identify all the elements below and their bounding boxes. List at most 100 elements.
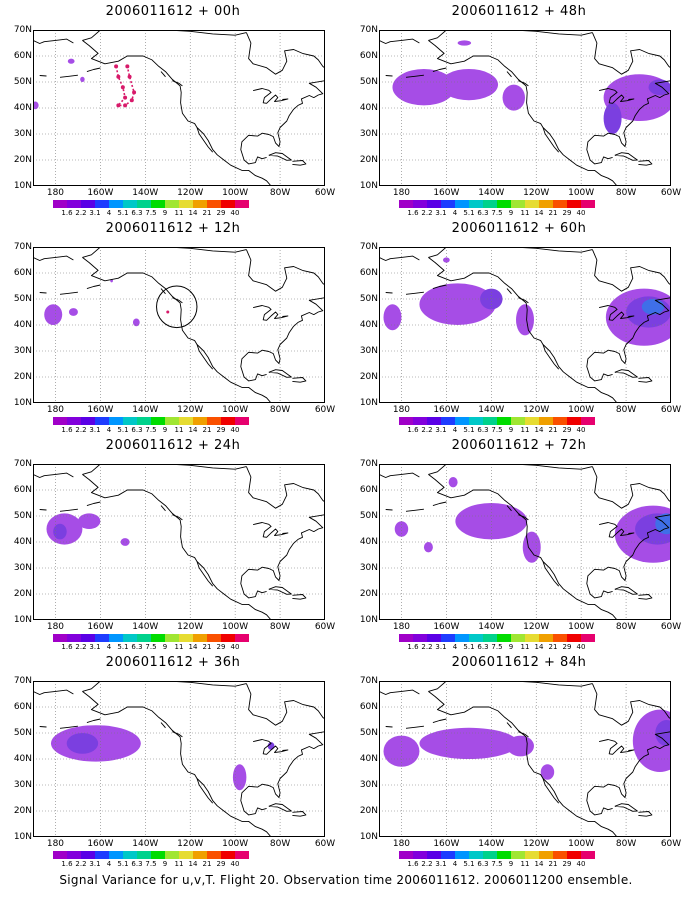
coastline: [598, 305, 635, 321]
forecast-panel: 2006011612 + 36h 70N 60N 50N 40N 30N 20N 10N 180…: [0, 651, 346, 868]
lon-tick-label: 140W: [132, 188, 159, 198]
colorbar-label: 1.6: [61, 209, 73, 217]
colorbar-label: 2.2: [421, 643, 433, 651]
coastline: [172, 514, 183, 521]
colorbar-swatch: [151, 634, 165, 642]
colorbar-label: 7.5: [145, 209, 157, 217]
colorbar-label: 40: [230, 860, 240, 868]
colorbar-label: 2.2: [75, 426, 87, 434]
colorbar-swatch: [165, 200, 179, 208]
coastline: [160, 505, 166, 512]
colorbar-swatch: [109, 200, 123, 208]
colorbar-swatch: [81, 851, 95, 859]
colorbar-label: 6.3: [477, 426, 489, 434]
lat-tick-label: 30N: [13, 129, 32, 139]
coastline: [172, 80, 183, 87]
lat-tick-label: 20N: [13, 589, 32, 599]
colorbar-swatch: [427, 851, 441, 859]
observation-dot: [166, 310, 170, 314]
colorbar-swatch: [497, 200, 511, 208]
lon-tick-label: 60W: [314, 188, 336, 198]
colorbar-label: 5.1: [463, 209, 475, 217]
coastline: [405, 74, 424, 78]
lon-tick-label: 100W: [568, 188, 595, 198]
lon-tick-label: 160W: [87, 188, 114, 198]
variance-region: [392, 69, 456, 106]
lon-tick-label: 160W: [87, 622, 114, 632]
colorbar-swatch: [455, 851, 469, 859]
lat-tick-label: 30N: [359, 346, 378, 356]
lon-tick-label: 180: [46, 839, 65, 849]
lon-tick-label: 180: [46, 188, 65, 198]
coastline: [506, 288, 512, 295]
coastline: [268, 369, 292, 378]
variance-region: [44, 304, 63, 325]
colorbar-label: 6.3: [131, 860, 143, 868]
colorbar-label: 9: [162, 643, 168, 651]
variance-region: [439, 69, 499, 101]
colorbar: [399, 851, 595, 859]
lat-tick-label: 10N: [13, 181, 32, 191]
coastline: [598, 739, 635, 755]
colorbar-label: 14: [534, 426, 544, 434]
lat-tick-label: 70N: [359, 242, 378, 252]
coastline: [518, 514, 529, 521]
colorbar-swatch: [413, 851, 427, 859]
lon-tick-label: 80W: [269, 622, 291, 632]
colorbar-swatch: [399, 417, 413, 425]
coastline: [196, 344, 214, 370]
colorbar-label: 6.3: [477, 643, 489, 651]
colorbar-swatch: [193, 634, 207, 642]
colorbar-label: 14: [534, 643, 544, 651]
colorbar-swatch: [399, 200, 413, 208]
coastline: [59, 725, 78, 729]
colorbar-swatch: [193, 200, 207, 208]
lat-tick-label: 10N: [13, 398, 32, 408]
colorbar-label: 6.3: [477, 860, 489, 868]
colorbar-swatch: [399, 851, 413, 859]
colorbar-label: 29: [216, 426, 226, 434]
colorbar-label: 7.5: [145, 643, 157, 651]
colorbar-swatch: [193, 417, 207, 425]
forecast-panel: 2006011612 + 48h 70N 60N 50N 40N 30N 20N 10N 180…: [346, 0, 692, 217]
coastline: [379, 255, 420, 261]
coastline: [240, 269, 325, 382]
coastline: [518, 731, 529, 738]
colorbar-label: 29: [216, 643, 226, 651]
coastline: [385, 509, 393, 511]
lat-tick-label: 10N: [359, 832, 378, 842]
panel-title: 2006011612 + 84h: [451, 655, 587, 670]
panel-title: 2006011612 + 72h: [451, 438, 587, 453]
coastline: [252, 522, 289, 538]
variance-region: [383, 304, 402, 331]
variance-region: [540, 764, 555, 780]
colorbar-label: 1.6: [407, 643, 419, 651]
lon-tick-label: 80W: [615, 839, 637, 849]
map-plot: [33, 464, 325, 620]
coastline: [86, 284, 101, 290]
coastline: [428, 30, 593, 41]
variance-region: [502, 84, 525, 111]
colorbar-label: 11: [520, 860, 530, 868]
colorbar-swatch: [123, 851, 137, 859]
forecast-panel: 2006011612 + 12h 70N 60N 50N 40N 30N 20N 10N 180…: [0, 217, 346, 434]
variance-region: [68, 308, 78, 316]
lon-tick-label: 140W: [478, 839, 505, 849]
colorbar-swatch: [553, 851, 567, 859]
colorbar-label: 1.6: [407, 426, 419, 434]
lat-tick-label: 70N: [13, 676, 32, 686]
coastline: [59, 508, 78, 512]
coastline: [591, 32, 649, 75]
colorbar-swatch: [53, 200, 67, 208]
colorbar-label: 4: [106, 860, 112, 868]
coastline: [428, 691, 618, 837]
colorbar: [53, 417, 249, 425]
coastline: [379, 472, 420, 478]
coastline: [252, 739, 289, 755]
lon-tick-label: 160W: [433, 188, 460, 198]
map-frame: [33, 681, 325, 837]
colorbar-label: 4: [452, 426, 458, 434]
coastline: [432, 501, 447, 507]
colorbar-swatch: [581, 851, 595, 859]
figure-caption: Signal Variance for u,v,T. Flight 20. Ob…: [59, 873, 633, 887]
